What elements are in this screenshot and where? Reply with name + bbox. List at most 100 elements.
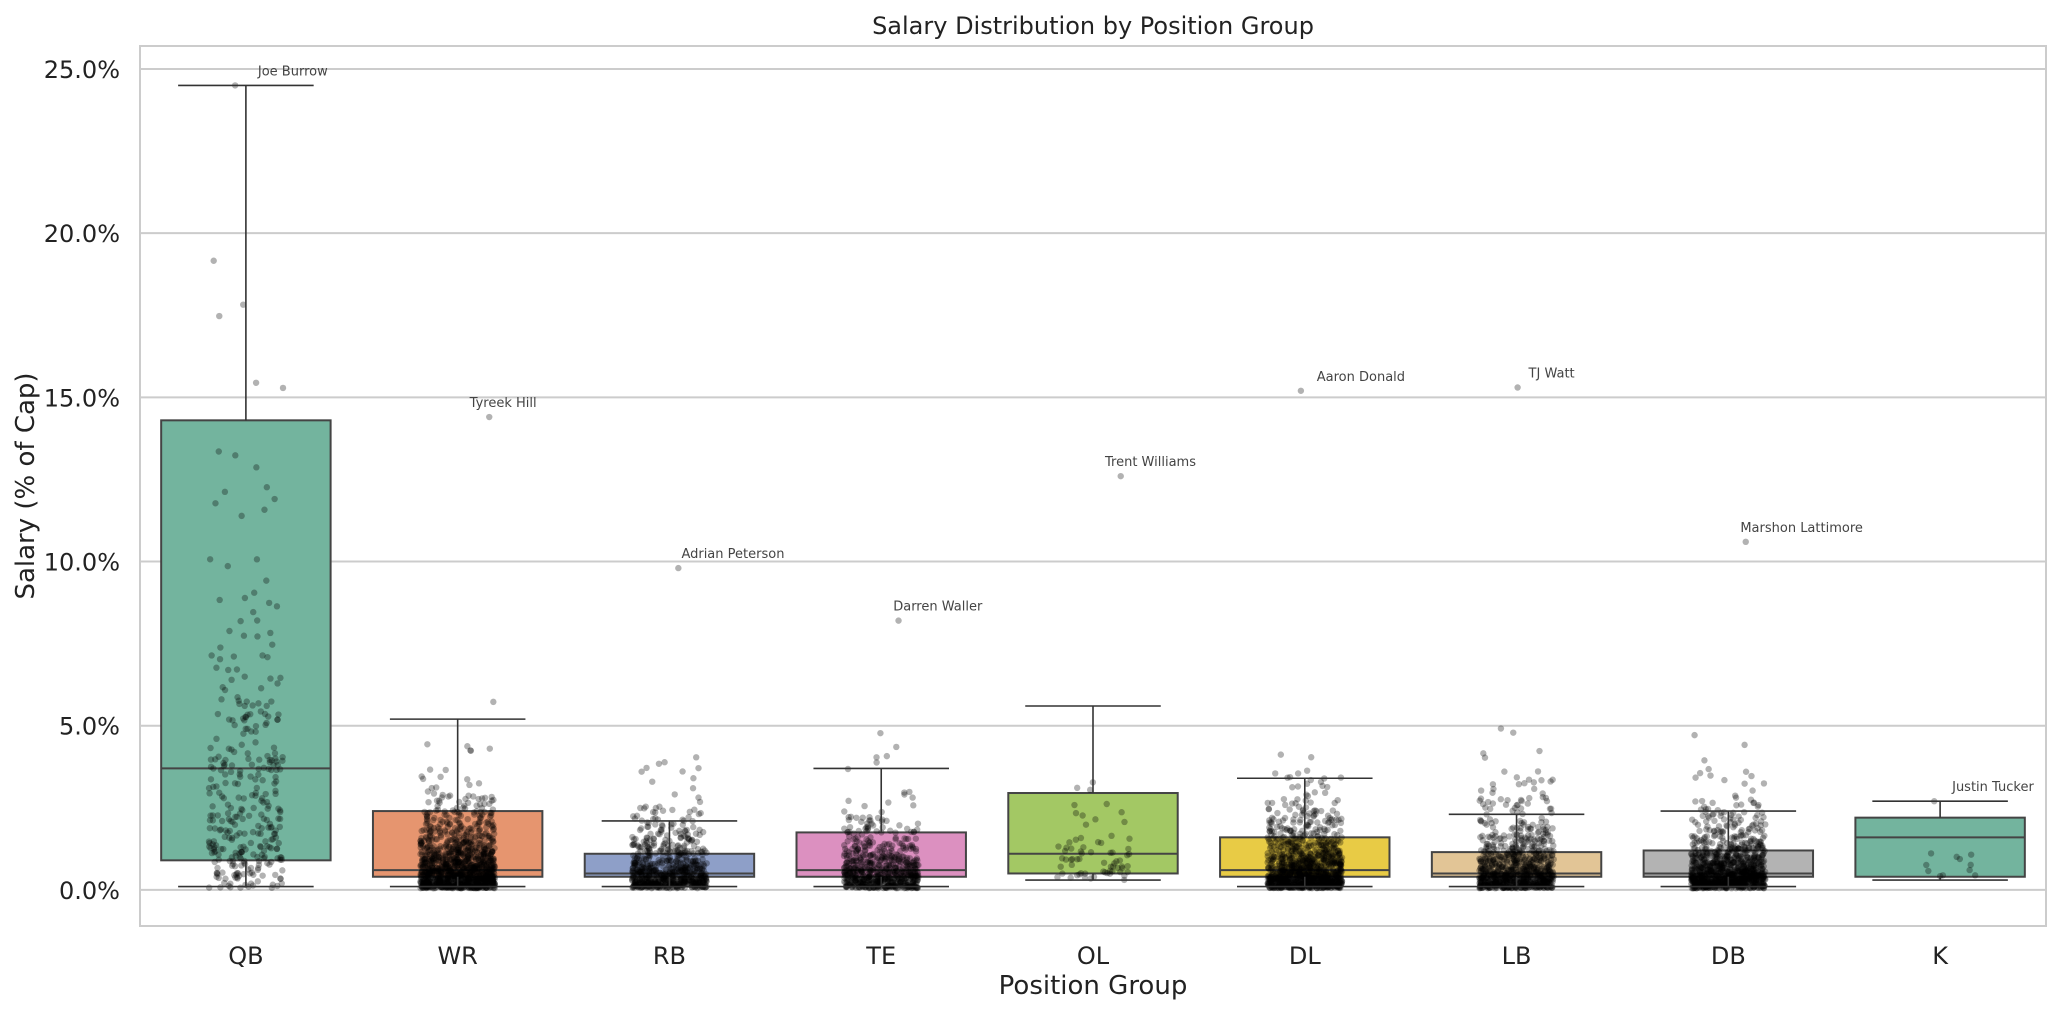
data-point <box>1329 822 1335 828</box>
data-point <box>234 694 240 700</box>
data-point <box>238 513 244 519</box>
data-point <box>1104 801 1110 807</box>
data-point <box>231 749 237 755</box>
data-point <box>461 835 467 841</box>
data-point <box>1498 796 1504 802</box>
data-point <box>1281 859 1287 865</box>
box-qb <box>161 420 330 860</box>
data-point <box>280 385 286 391</box>
data-point <box>275 805 281 811</box>
data-point <box>255 878 261 884</box>
data-point <box>1063 845 1069 851</box>
data-point <box>632 860 638 866</box>
data-point <box>466 782 472 788</box>
data-point <box>644 843 650 849</box>
data-point <box>655 830 661 836</box>
data-point <box>216 597 222 603</box>
data-point <box>1304 767 1310 773</box>
data-point <box>241 858 247 864</box>
data-point <box>911 862 917 868</box>
data-point <box>655 860 661 866</box>
data-point <box>700 829 706 835</box>
data-point <box>1092 816 1098 822</box>
data-point <box>895 617 901 623</box>
data-point <box>1108 833 1114 839</box>
data-point <box>1497 867 1503 873</box>
data-point <box>1487 816 1493 822</box>
data-point <box>436 865 442 871</box>
data-point <box>216 857 222 863</box>
data-point <box>229 762 235 768</box>
data-point <box>231 872 237 878</box>
data-point <box>466 868 472 874</box>
data-point <box>1118 473 1124 479</box>
data-point <box>884 753 890 759</box>
data-point <box>1277 823 1283 829</box>
data-point <box>1298 850 1304 856</box>
data-point <box>892 836 898 842</box>
data-point <box>261 765 267 771</box>
data-point <box>418 863 424 869</box>
data-point <box>1525 800 1531 806</box>
data-point <box>251 590 257 596</box>
data-point <box>210 765 216 771</box>
data-point <box>1501 768 1507 774</box>
data-point <box>1512 857 1518 863</box>
data-point <box>690 850 696 856</box>
data-point <box>268 767 274 773</box>
data-point <box>220 846 226 852</box>
data-point <box>911 829 917 835</box>
data-point <box>1266 872 1272 878</box>
data-point <box>695 765 701 771</box>
data-point <box>660 875 666 881</box>
data-point <box>1510 870 1516 876</box>
data-point <box>1332 844 1338 850</box>
data-point <box>1531 786 1537 792</box>
data-point <box>866 873 872 879</box>
data-point <box>897 879 903 885</box>
data-point <box>274 845 280 851</box>
data-point <box>915 820 921 826</box>
data-point <box>1290 832 1296 838</box>
data-point <box>676 828 682 834</box>
data-point <box>477 801 483 807</box>
data-point <box>258 685 264 691</box>
data-point <box>237 774 243 780</box>
data-point <box>1313 854 1319 860</box>
data-point <box>1282 877 1288 883</box>
data-point <box>1308 851 1314 857</box>
data-point <box>218 826 224 832</box>
data-point <box>256 757 262 763</box>
data-point <box>1337 828 1343 834</box>
data-point <box>487 841 493 847</box>
data-point <box>225 801 231 807</box>
data-point <box>220 684 226 690</box>
data-point <box>680 822 686 828</box>
data-point <box>893 851 899 857</box>
data-point <box>228 677 234 683</box>
data-point <box>226 746 232 752</box>
data-point <box>476 780 482 786</box>
data-point <box>876 871 882 877</box>
data-point <box>1322 790 1328 796</box>
data-point <box>1107 850 1113 856</box>
data-point <box>267 630 273 636</box>
data-point <box>232 452 238 458</box>
data-point <box>460 804 466 810</box>
data-point <box>1541 877 1547 883</box>
data-point <box>1504 857 1510 863</box>
data-point <box>690 824 696 830</box>
data-point <box>426 868 432 874</box>
data-point <box>266 600 272 606</box>
data-point <box>879 816 885 822</box>
data-point <box>228 769 234 775</box>
data-point <box>250 851 256 857</box>
data-point <box>256 862 262 868</box>
data-point <box>1073 810 1079 816</box>
data-point <box>1266 806 1272 812</box>
data-point <box>1488 876 1494 882</box>
data-point <box>277 816 283 822</box>
data-point <box>892 869 898 875</box>
data-point <box>1545 864 1551 870</box>
data-point <box>475 853 481 859</box>
